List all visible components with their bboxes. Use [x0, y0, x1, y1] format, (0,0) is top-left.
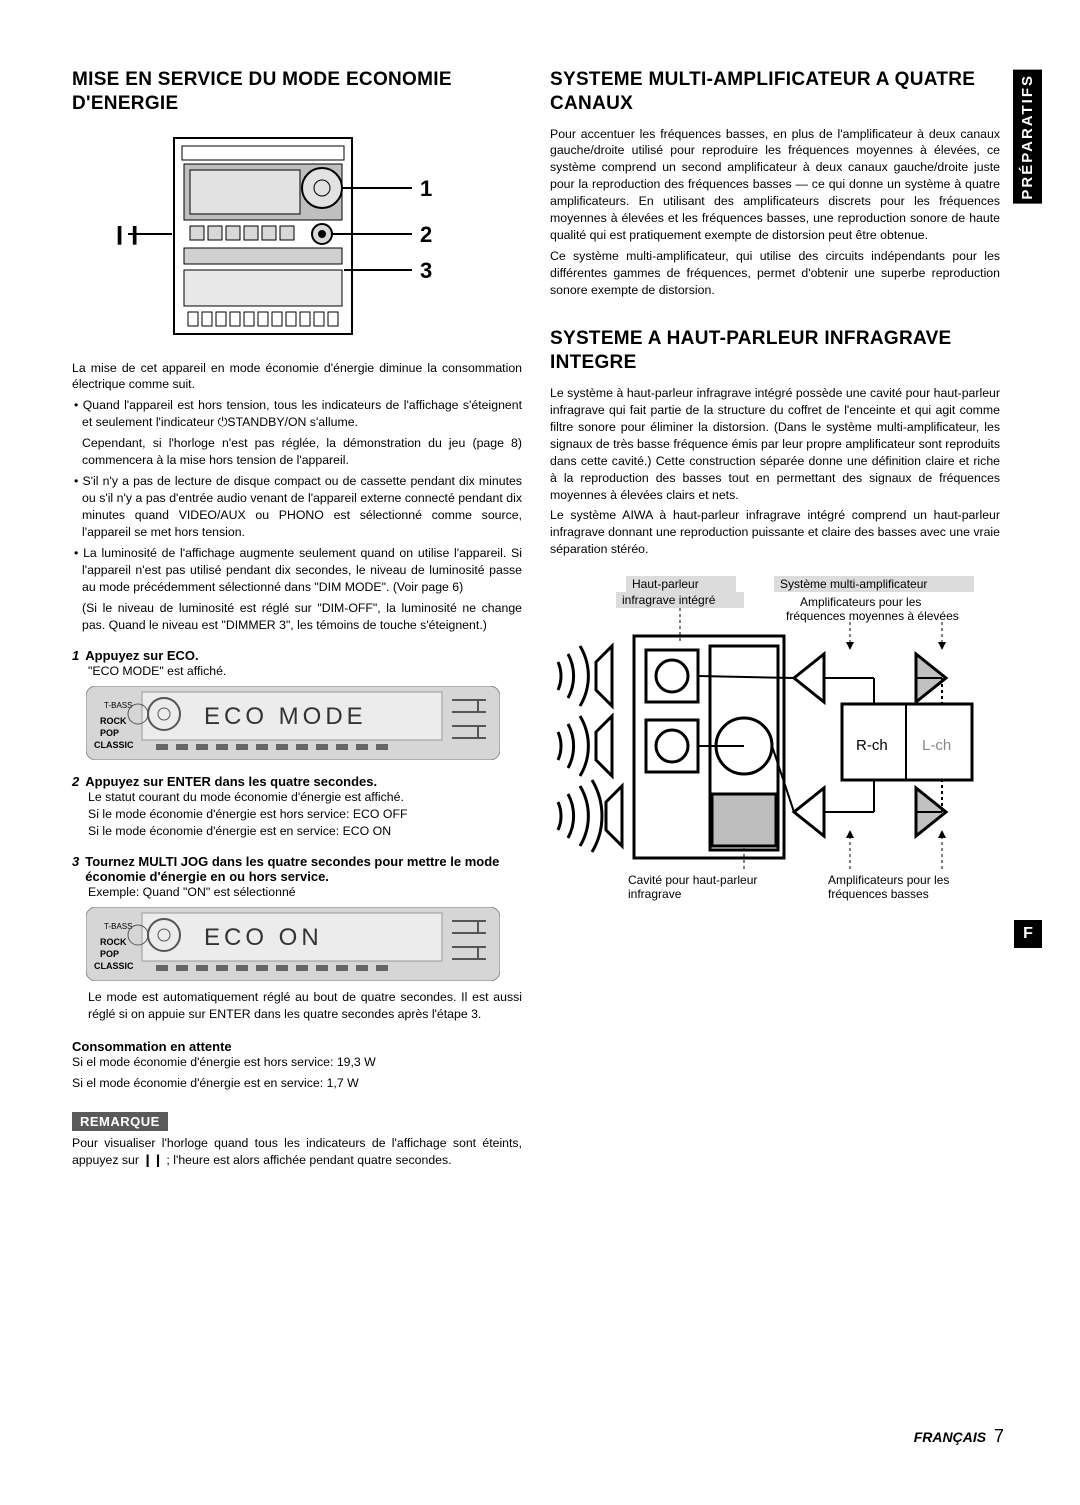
consommation-line-1: Si el mode économie d'énergie est hors s… [72, 1054, 522, 1071]
after-step3: Le mode est automatiquement réglé au bou… [88, 989, 522, 1023]
svg-text:Amplificateurs pour les: Amplificateurs pour les [800, 595, 921, 609]
svg-text:Système multi-amplificateur: Système multi-amplificateur [780, 577, 927, 591]
right-p2: Ce système multi-amplificateur, qui util… [550, 248, 1000, 299]
step-3: 3 Tournez MULTI JOG dans les quatre seco… [72, 854, 522, 901]
left-sub-1: Cependant, si l'horloge n'est pas réglée… [72, 435, 522, 469]
svg-text:L-ch: L-ch [922, 737, 951, 754]
step-3-title: Tournez MULTI JOG dans les quatre second… [85, 854, 522, 884]
step-2-num: 2 [72, 774, 79, 789]
left-intro: La mise de cet appareil en mode économie… [72, 360, 522, 394]
consommation-head: Consommation en attente [72, 1039, 522, 1054]
svg-text:fréquences basses: fréquences basses [828, 887, 929, 901]
step-1: 1 Appuyez sur ECO. "ECO MODE" est affich… [72, 648, 522, 680]
svg-text:Haut-parleur: Haut-parleur [632, 577, 699, 591]
svg-text:CLASSIC: CLASSIC [94, 961, 134, 971]
svg-text:CLASSIC: CLASSIC [94, 740, 134, 750]
consommation-line-2: Si el mode économie d'énergie est en ser… [72, 1075, 522, 1092]
callout-2: 2 [420, 222, 432, 247]
step-2-title: Appuyez sur ENTER dans les quatre second… [85, 774, 377, 789]
step-3-body: Exemple: Quand "ON" est sélectionné [72, 884, 522, 901]
svg-text:Cavité pour haut-parleur: Cavité pour haut-parleur [628, 873, 757, 887]
left-sub-2: (Si le niveau de luminosité est réglé su… [72, 600, 522, 634]
left-bullet-1: Quand l'appareil est hors tension, tous … [72, 397, 522, 431]
right-p1: Pour accentuer les fréquences basses, en… [550, 126, 1000, 245]
svg-text:ECO MODE: ECO MODE [204, 703, 367, 730]
svg-text:infragrave: infragrave [628, 887, 682, 901]
right-p4: Le système AIWA à haut-parleur infragrav… [550, 507, 1000, 558]
remarque-text: Pour visualiser l'horloge quand tous les… [72, 1135, 522, 1169]
svg-text:T-BASS: T-BASS [104, 701, 132, 710]
step-1-num: 1 [72, 648, 79, 663]
step-2: 2 Appuyez sur ENTER dans les quatre seco… [72, 774, 522, 840]
svg-text:ROCK: ROCK [100, 937, 127, 947]
device-illustration: 1 2 3 ❙❙ [112, 126, 482, 346]
lcd-eco-on: T-BASS ROCK POP CLASSIC ECO ON [86, 907, 500, 981]
svg-text:fréquences moyennes à élevées: fréquences moyennes à élevées [786, 609, 959, 623]
svg-text:T-BASS: T-BASS [104, 922, 132, 931]
left-title: MISE EN SERVICE DU MODE ECONOMIE D'ENERG… [72, 68, 522, 116]
step-2-body: Le statut courant du mode économie d'éne… [72, 789, 522, 840]
remarque-label: REMARQUE [72, 1112, 168, 1131]
left-bullet-3: La luminosité de l'affichage augmente se… [72, 545, 522, 596]
svg-text:POP: POP [100, 728, 119, 738]
svg-text:Amplificateurs pour les: Amplificateurs pour les [828, 873, 949, 887]
svg-text:ECO ON: ECO ON [204, 924, 323, 951]
svg-text:POP: POP [100, 949, 119, 959]
svg-text:ROCK: ROCK [100, 716, 127, 726]
callout-pause: ❙❙ [112, 224, 142, 245]
step-1-title: Appuyez sur ECO. [85, 648, 198, 663]
step-3-num: 3 [72, 854, 79, 884]
callout-3: 3 [420, 258, 432, 283]
svg-text:R-ch: R-ch [856, 737, 888, 754]
right-title-2: SYSTEME A HAUT-PARLEUR INFRAGRAVE INTEGR… [550, 327, 1000, 375]
page-footer: FRANÇAIS 7 [914, 1426, 1004, 1447]
svg-text:infragrave intégré: infragrave intégré [622, 593, 716, 607]
step-1-body: "ECO MODE" est affiché. [72, 663, 522, 680]
footer-label: FRANÇAIS [914, 1429, 986, 1445]
footer-page-number: 7 [994, 1426, 1004, 1446]
right-title-1: SYSTEME MULTI-AMPLIFICATEUR A QUATRE CAN… [550, 68, 1000, 116]
side-tab-f: F [1014, 920, 1042, 948]
left-bullet-2: S'il n'y a pas de lecture de disque comp… [72, 473, 522, 541]
callout-1: 1 [420, 176, 432, 201]
speaker-diagram: Haut-parleur infragrave intégré Système … [550, 574, 1000, 914]
side-tab-preparatifs: PRÉPARATIFS [1013, 70, 1042, 204]
right-p3: Le système à haut-parleur infragrave int… [550, 385, 1000, 504]
lcd-eco-mode: T-BASS ROCK POP CLASSIC ECO MODE [86, 686, 500, 760]
